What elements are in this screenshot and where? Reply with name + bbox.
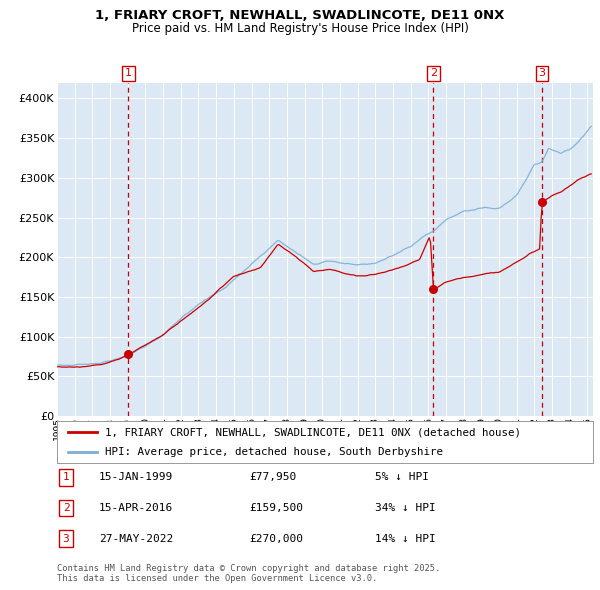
Text: 2: 2 bbox=[430, 68, 437, 78]
Text: 15-APR-2016: 15-APR-2016 bbox=[99, 503, 173, 513]
Text: Contains HM Land Registry data © Crown copyright and database right 2025.
This d: Contains HM Land Registry data © Crown c… bbox=[57, 563, 440, 583]
Text: 14% ↓ HPI: 14% ↓ HPI bbox=[375, 534, 436, 543]
Text: 2: 2 bbox=[62, 503, 70, 513]
Text: £159,500: £159,500 bbox=[249, 503, 303, 513]
Text: £270,000: £270,000 bbox=[249, 534, 303, 543]
Text: 5% ↓ HPI: 5% ↓ HPI bbox=[375, 473, 429, 482]
Text: 1: 1 bbox=[62, 473, 70, 482]
Text: 1, FRIARY CROFT, NEWHALL, SWADLINCOTE, DE11 0NX: 1, FRIARY CROFT, NEWHALL, SWADLINCOTE, D… bbox=[95, 9, 505, 22]
Text: 1: 1 bbox=[125, 68, 132, 78]
Text: £77,950: £77,950 bbox=[249, 473, 296, 482]
Text: 27-MAY-2022: 27-MAY-2022 bbox=[99, 534, 173, 543]
Text: 15-JAN-1999: 15-JAN-1999 bbox=[99, 473, 173, 482]
Text: 3: 3 bbox=[538, 68, 545, 78]
Text: HPI: Average price, detached house, South Derbyshire: HPI: Average price, detached house, Sout… bbox=[105, 447, 443, 457]
Text: 3: 3 bbox=[62, 534, 70, 543]
Text: Price paid vs. HM Land Registry's House Price Index (HPI): Price paid vs. HM Land Registry's House … bbox=[131, 22, 469, 35]
Text: 34% ↓ HPI: 34% ↓ HPI bbox=[375, 503, 436, 513]
Text: 1, FRIARY CROFT, NEWHALL, SWADLINCOTE, DE11 0NX (detached house): 1, FRIARY CROFT, NEWHALL, SWADLINCOTE, D… bbox=[105, 427, 521, 437]
